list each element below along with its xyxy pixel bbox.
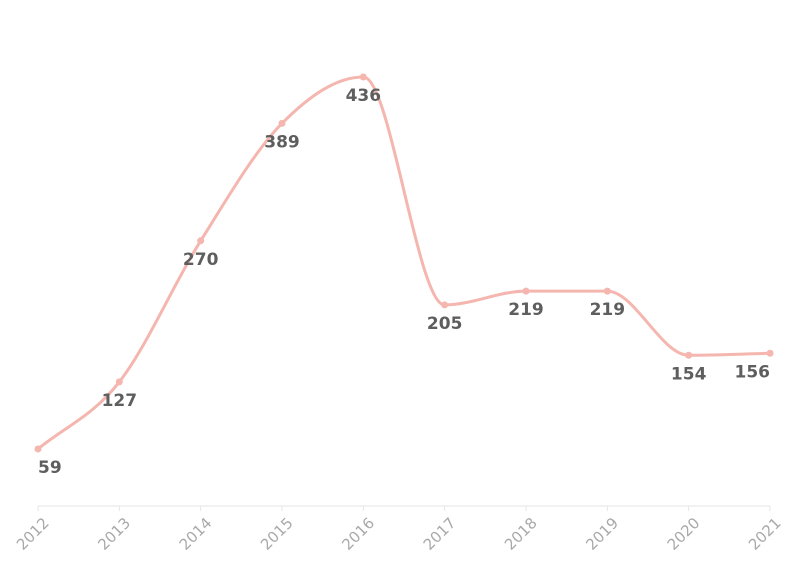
data-point-2020 <box>685 351 693 359</box>
x-tick-label-2017: 2017 <box>420 514 460 554</box>
data-label-2015: 389 <box>264 132 300 152</box>
data-label-2019: 219 <box>590 300 626 320</box>
data-points <box>34 73 774 453</box>
data-label-2018: 219 <box>508 300 544 320</box>
x-tick-label-2021: 2021 <box>745 514 785 554</box>
data-point-2015 <box>278 119 286 127</box>
data-labels: 59 127 270 389 436 205 219 219 154 156 <box>38 86 770 478</box>
x-tick-labels: 2012 2013 2014 2015 2016 2017 2018 2019 2020 2021 <box>13 514 785 554</box>
data-label-2020: 154 <box>671 364 707 384</box>
data-point-2012 <box>34 445 42 453</box>
data-point-2013 <box>115 378 123 386</box>
data-point-2014 <box>197 237 205 245</box>
x-axis-ticks <box>37 506 771 511</box>
x-tick-label-2016: 2016 <box>338 514 378 554</box>
data-point-2017 <box>441 301 449 309</box>
data-point-2016 <box>359 73 367 81</box>
x-tick-label-2012: 2012 <box>13 514 53 554</box>
series-line <box>36 75 772 451</box>
x-tick-label-2014: 2014 <box>176 514 216 554</box>
data-label-2014: 270 <box>183 250 219 270</box>
data-label-2013: 127 <box>102 391 138 411</box>
data-point-2021 <box>766 349 774 357</box>
data-label-2021: 156 <box>735 362 771 382</box>
data-point-2018 <box>522 287 530 295</box>
x-tick-label-2015: 2015 <box>257 514 297 554</box>
data-label-2016: 436 <box>346 86 382 106</box>
data-label-2012: 59 <box>38 458 62 478</box>
data-label-2017: 205 <box>427 314 463 334</box>
data-point-2019 <box>603 287 611 295</box>
x-tick-label-2020: 2020 <box>664 514 704 554</box>
x-tick-label-2013: 2013 <box>94 514 134 554</box>
x-tick-label-2018: 2018 <box>501 514 541 554</box>
x-tick-label-2019: 2019 <box>582 514 622 554</box>
